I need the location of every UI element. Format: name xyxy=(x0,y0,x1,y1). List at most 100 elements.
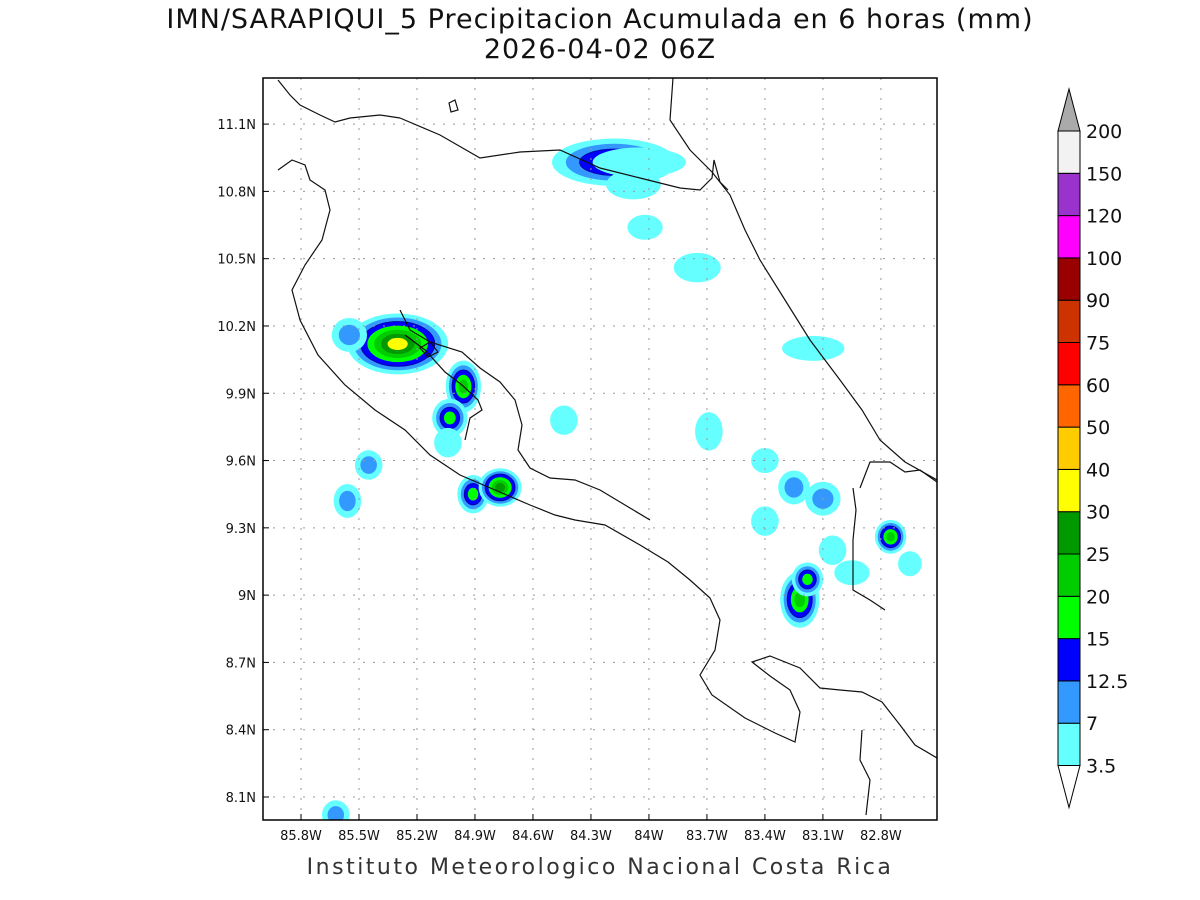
gulf-of-nicoya-coast xyxy=(399,309,651,521)
precip-contour xyxy=(592,147,686,177)
lon-tick-label: 83.4W xyxy=(744,829,786,844)
colorbar-label: 12.5 xyxy=(1086,671,1128,693)
precip-cell xyxy=(673,252,721,283)
colorbar-swatch xyxy=(1057,426,1081,470)
colorbar-label: 40 xyxy=(1086,459,1110,481)
precip-contour xyxy=(327,806,345,820)
precip-contour xyxy=(834,560,870,586)
precip-cell xyxy=(778,470,810,505)
precip-contour xyxy=(802,573,813,586)
lat-tick-label: 8.4N xyxy=(226,724,256,739)
precip-cell xyxy=(606,169,661,200)
precip-contour xyxy=(339,490,356,512)
colorbar-swatch xyxy=(1057,511,1081,555)
lat-tick-label: 11.1N xyxy=(217,118,256,133)
colorbar-label: 75 xyxy=(1086,333,1110,355)
precip-contour xyxy=(467,487,479,501)
coastlines xyxy=(277,78,937,816)
lat-tick-label: 9.3N xyxy=(226,522,256,537)
precip-cell xyxy=(627,214,663,240)
precip-field xyxy=(321,138,922,820)
colorbar-swatch xyxy=(1057,468,1081,513)
lat-tick-label: 10.5N xyxy=(217,253,256,268)
colorbar-label: 3.5 xyxy=(1086,756,1116,778)
map-frame xyxy=(262,77,938,821)
lon-tick-label: 83.1W xyxy=(802,829,844,844)
island xyxy=(448,99,459,113)
precip-contour xyxy=(550,405,578,435)
lon-tick-label: 85.2W xyxy=(396,829,438,844)
precip-cell xyxy=(874,519,907,554)
colorbar-label: 20 xyxy=(1086,586,1110,608)
colorbar-label: 30 xyxy=(1086,502,1110,524)
lon-tick-label: 84W xyxy=(634,829,664,844)
precip-cell xyxy=(333,483,362,518)
colorbar-label: 7 xyxy=(1086,713,1098,735)
colorbar-swatch xyxy=(1057,299,1081,344)
lat-tick-label: 10.2N xyxy=(217,320,256,335)
precip-cell xyxy=(354,450,383,480)
footer-credit: Instituto Meteorologico Nacional Costa R… xyxy=(306,855,894,880)
precip-contour xyxy=(495,483,506,492)
lat-tick-label: 8.1N xyxy=(226,791,256,806)
precip-contour xyxy=(784,477,804,498)
precip-contour xyxy=(886,532,895,542)
precip-cell xyxy=(434,427,462,458)
grid-lines xyxy=(263,78,937,820)
precip-cell xyxy=(818,535,847,565)
colorbar-swatch xyxy=(1057,257,1081,301)
precip-cell xyxy=(791,562,824,597)
colorbar-swatch xyxy=(1057,342,1081,386)
precip-cell xyxy=(834,560,870,586)
precip-contour xyxy=(360,456,377,474)
lon-tick-label: 85.5W xyxy=(338,829,380,844)
caribbean-coast xyxy=(669,78,937,481)
precip-cell xyxy=(347,313,449,375)
panama-coast xyxy=(859,729,871,816)
colorbar: 3.5 7 12.5 15 20 25 30 40 50 60 75 90 100 120 150 200 xyxy=(1057,87,1128,810)
precip-contour xyxy=(338,324,360,346)
lon-tick-label: 85.8W xyxy=(280,829,322,844)
colorbar-label: 15 xyxy=(1086,629,1110,651)
lon-tick-label: 84.3W xyxy=(570,829,612,844)
precip-cell xyxy=(478,468,522,507)
colorbar-swatch xyxy=(1057,680,1081,724)
lat-tick-label: 9.9N xyxy=(226,387,256,402)
lon-tick-label: 84.6W xyxy=(512,829,554,844)
precip-contour xyxy=(818,535,847,565)
colorbar-label: 60 xyxy=(1086,375,1110,397)
precip-cell xyxy=(898,551,922,577)
nicaragua-border xyxy=(399,117,729,191)
colorbar-label: 120 xyxy=(1086,206,1122,228)
colorbar-swatch xyxy=(1057,722,1081,767)
nicoya-inner-coast xyxy=(404,334,483,441)
lat-tick-label: 10.8N xyxy=(217,185,256,200)
precip-contour xyxy=(606,169,661,200)
map-title: IMN/SARAPIQUI_5 Precipitacion Acumulada … xyxy=(166,4,1034,35)
lat-tick-label: 9.6N xyxy=(226,455,256,470)
precip-cell xyxy=(550,405,578,435)
precip-cell xyxy=(782,335,845,361)
precip-contour xyxy=(434,427,462,458)
precip-cell xyxy=(751,506,779,536)
colorbar-label: 200 xyxy=(1086,121,1122,143)
bocas-coast xyxy=(859,461,937,489)
map-valid-time: 2026-04-02 06Z xyxy=(483,34,717,65)
panama-border xyxy=(852,487,886,611)
precip-contour xyxy=(673,252,721,283)
lon-tick-label: 82.8W xyxy=(860,829,902,844)
precip-cell xyxy=(695,412,723,451)
precip-contour xyxy=(387,337,408,350)
colorbar-swatch xyxy=(1057,172,1081,217)
pacific-coast xyxy=(277,159,937,759)
precip-cell xyxy=(331,317,367,352)
colorbar-swatch xyxy=(1057,638,1081,682)
colorbar-label: 50 xyxy=(1086,417,1110,439)
colorbar-label: 150 xyxy=(1086,163,1122,185)
colorbar-swatch xyxy=(1057,130,1081,174)
precip-contour xyxy=(627,214,663,240)
colorbar-swatch xyxy=(1057,595,1081,640)
lat-tick-label: 8.7N xyxy=(226,656,256,671)
precip-cell xyxy=(321,800,350,820)
